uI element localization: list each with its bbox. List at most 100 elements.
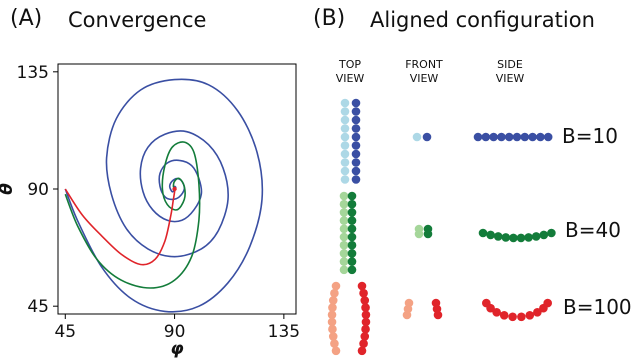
top-view-dot-light (340, 158, 350, 167)
side-view-dot (493, 232, 503, 241)
top-view-dot-light (339, 199, 349, 209)
side-view-dot (481, 132, 491, 142)
top-view-dot-dark (361, 310, 371, 320)
panel-a-title: Convergence (68, 8, 207, 32)
x-axis-label: φ (170, 339, 183, 359)
side-view-dot (499, 310, 509, 320)
side-view-dot (486, 230, 495, 240)
top-view-dot-dark (357, 346, 367, 356)
top-view-dot-dark (347, 199, 357, 209)
column-label-line: TOP (338, 58, 361, 71)
side-view-dot (547, 228, 556, 238)
column-label-line: VIEW (335, 72, 365, 85)
top-view-dot-light (339, 232, 349, 242)
side-view-dot (501, 233, 511, 242)
front-view-dot-dark (422, 132, 432, 142)
top-view-dot-light (339, 249, 349, 258)
top-view-dot-dark (351, 166, 361, 176)
side-view-dot (517, 312, 526, 322)
side-view-dot (539, 230, 549, 240)
top-view-dot-light (340, 115, 350, 125)
column-label-front-view: FRONT VIEW (394, 58, 454, 86)
top-view-dot-light (340, 175, 350, 184)
top-view-dot-light (340, 149, 350, 159)
top-view-dot-dark (351, 158, 361, 167)
side-view-dot (504, 132, 514, 142)
y-tick-label: 135 (17, 63, 49, 83)
top-view-dot-dark (347, 232, 357, 242)
top-view-dot-dark (351, 132, 361, 142)
top-view-dot-dark (351, 98, 361, 108)
top-view-dot-light (339, 208, 349, 217)
top-view-dot-light (331, 346, 341, 356)
top-view-dot-light (340, 141, 350, 150)
column-label-side-view: SIDE VIEW (480, 58, 540, 86)
top-view-dot-dark (347, 240, 357, 250)
column-label-top-view: TOP VIEW (320, 58, 380, 86)
row-label-b100: B=100 (563, 295, 632, 319)
front-view-dot-dark (423, 229, 433, 239)
top-view-dot-light (328, 303, 337, 312)
top-view-dot-light (340, 132, 350, 142)
side-view-dot (509, 233, 518, 243)
top-view-dot-light (340, 124, 350, 133)
side-view-dot (533, 308, 542, 317)
row-b100-views (327, 281, 552, 356)
top-view-dot-dark (351, 141, 361, 150)
top-view-dot-light (339, 240, 349, 250)
top-view-dot-light (339, 257, 349, 266)
top-view-dot-dark (347, 208, 357, 217)
top-view-dot-light (339, 265, 349, 275)
plot-frame (57, 63, 297, 315)
side-view-dot (473, 132, 483, 142)
side-view-dot (492, 308, 501, 317)
x-tick-label: 45 (54, 322, 76, 342)
panel-b-title: Aligned configuration (370, 8, 595, 32)
row-b40-views (339, 191, 556, 275)
side-view-dot (478, 228, 488, 238)
top-view-dot-dark (360, 296, 370, 305)
side-view-dot (516, 233, 526, 243)
side-view-dot (524, 233, 533, 242)
top-view-dot-light (339, 191, 349, 201)
top-view-dot-dark (351, 115, 361, 125)
top-view-dot-dark (359, 288, 368, 298)
top-view-dot-dark (351, 149, 361, 159)
top-view-dot-dark (359, 339, 368, 348)
panel-a-letter: (A) (10, 6, 43, 31)
side-view-dot (512, 132, 522, 142)
side-view-dot (543, 132, 553, 142)
top-view-dot-light (330, 339, 339, 348)
top-view-dot-light (327, 317, 337, 327)
front-view-dot-light (402, 310, 412, 320)
row-label-b40: B=40 (565, 218, 621, 242)
side-view-dot (497, 132, 506, 142)
top-view-dot-light (339, 224, 349, 234)
column-label-line: FRONT (405, 58, 443, 71)
y-tick-label: 45 (27, 297, 49, 317)
top-view-dot-dark (351, 124, 361, 133)
target-marker (172, 186, 177, 192)
series-line-red (64, 188, 176, 266)
column-label-line: SIDE (497, 58, 523, 71)
top-view-dot-dark (347, 216, 357, 225)
top-view-dot-light (327, 310, 337, 320)
top-view-dot-dark (361, 324, 370, 334)
top-view-dot-dark (361, 317, 371, 327)
row-b10-views (340, 98, 553, 184)
side-view-dot (528, 132, 537, 142)
front-view-dot-light (412, 132, 422, 142)
top-view-dot-dark (347, 224, 357, 234)
panel-b-letter: (B) (313, 6, 346, 31)
top-view-dot-light (328, 332, 338, 341)
side-view-dot (525, 310, 535, 320)
top-view-dot-dark (361, 303, 370, 312)
y-axis-label: θ (0, 183, 17, 195)
series-line-green (64, 141, 201, 289)
chart-series-group (64, 78, 264, 313)
side-view-dot (520, 132, 530, 142)
top-view-dot-dark (351, 107, 361, 116)
front-view-dot-light (414, 229, 424, 239)
top-view-dot-dark (347, 249, 357, 258)
